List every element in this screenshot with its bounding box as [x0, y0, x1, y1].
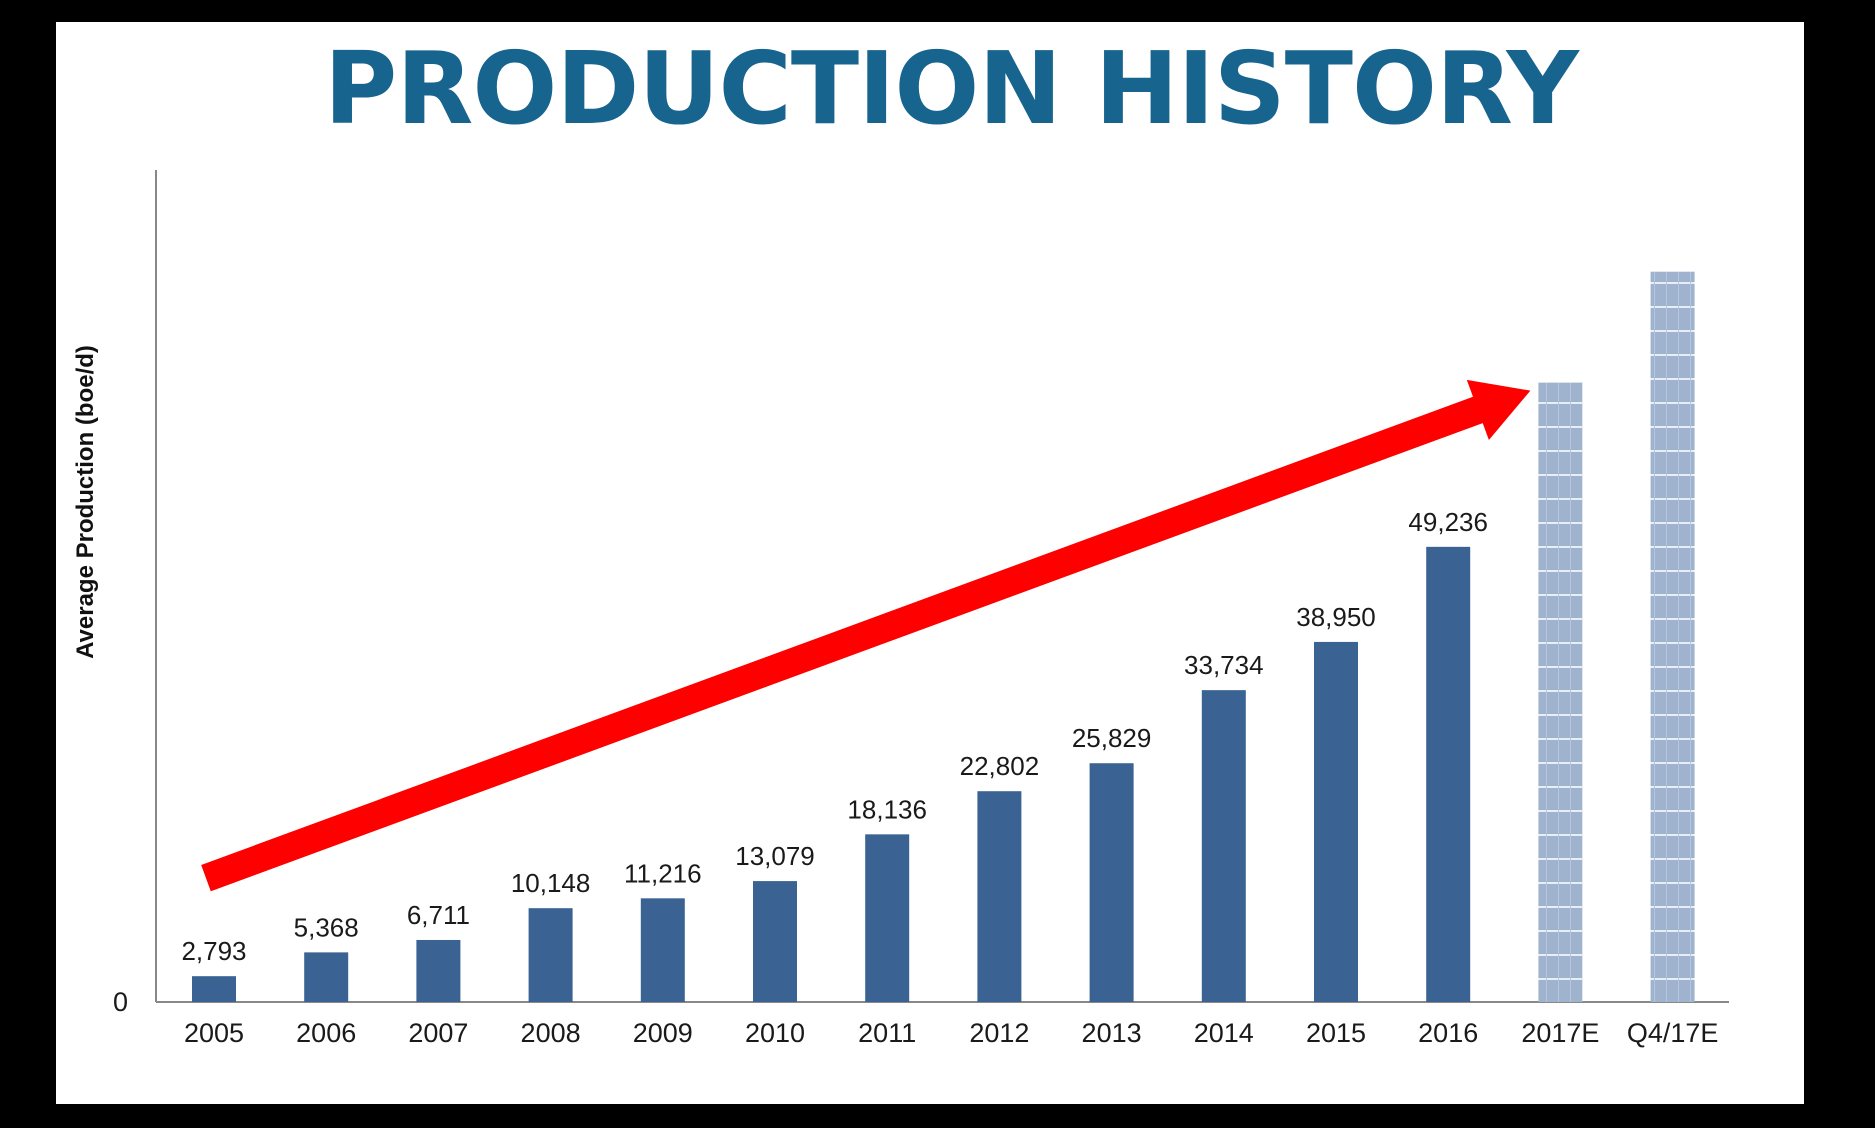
- bar: [1426, 546, 1471, 1002]
- bar: [753, 881, 797, 1002]
- x-tick-label: 2016: [1418, 1018, 1478, 1048]
- trend-arrow-shape: [201, 379, 1531, 892]
- chart-title: PRODUCTION HISTORY: [324, 30, 1579, 147]
- x-tick-label: 2006: [296, 1018, 356, 1048]
- data-label: 13,079: [735, 841, 815, 871]
- x-tick-label: 2013: [1082, 1018, 1142, 1048]
- estimate-bar: [1650, 271, 1695, 1002]
- x-tick-label: 2009: [633, 1018, 693, 1048]
- data-label: 22,802: [960, 751, 1040, 781]
- bar: [865, 834, 910, 1002]
- data-label: 10,148: [511, 868, 591, 898]
- bar: [1201, 690, 1246, 1002]
- bar: [304, 952, 349, 1002]
- bar: [977, 791, 1022, 1002]
- x-tick-label: 2008: [521, 1018, 581, 1048]
- x-tick-label: 2011: [858, 1018, 916, 1048]
- bar: [1314, 641, 1358, 1002]
- x-tick-label: 2012: [969, 1018, 1029, 1048]
- estimate-bar: [1538, 382, 1583, 1003]
- trend-arrow: [201, 379, 1531, 892]
- x-tick-label: 2017E: [1521, 1018, 1599, 1048]
- data-label: 6,711: [407, 900, 470, 930]
- y-axis-label: Average Production (boe/d): [72, 345, 99, 659]
- bar: [416, 939, 461, 1002]
- bar: [192, 976, 236, 1002]
- x-tick-label: 2014: [1194, 1018, 1254, 1048]
- data-label: 11,216: [624, 858, 702, 888]
- bar-chart: 2,793 5,368 6,711 10,148 11,216 13,079 18,136 2…: [72, 170, 1729, 1048]
- x-tick-label: 2007: [408, 1018, 468, 1048]
- y-tick-label: 0: [113, 987, 128, 1017]
- bar: [1089, 763, 1134, 1002]
- data-label: 38,950: [1296, 602, 1376, 632]
- bar: [640, 898, 685, 1002]
- data-label: 49,236: [1408, 507, 1488, 537]
- data-label: 5,368: [294, 912, 359, 942]
- x-tick-label: Q4/17E: [1627, 1018, 1719, 1048]
- x-tick-label: 2010: [745, 1018, 805, 1048]
- x-tick-label: 2005: [184, 1018, 244, 1048]
- data-label: 33,734: [1184, 650, 1264, 680]
- bar: [528, 908, 573, 1002]
- slide: PRODUCTION HISTORY 2,793 5,368 6,711 10,148…: [56, 22, 1804, 1104]
- data-label: 18,136: [847, 794, 927, 824]
- data-label: 2,793: [181, 936, 246, 966]
- data-label: 25,829: [1072, 723, 1152, 753]
- x-tick-label: 2015: [1306, 1018, 1366, 1048]
